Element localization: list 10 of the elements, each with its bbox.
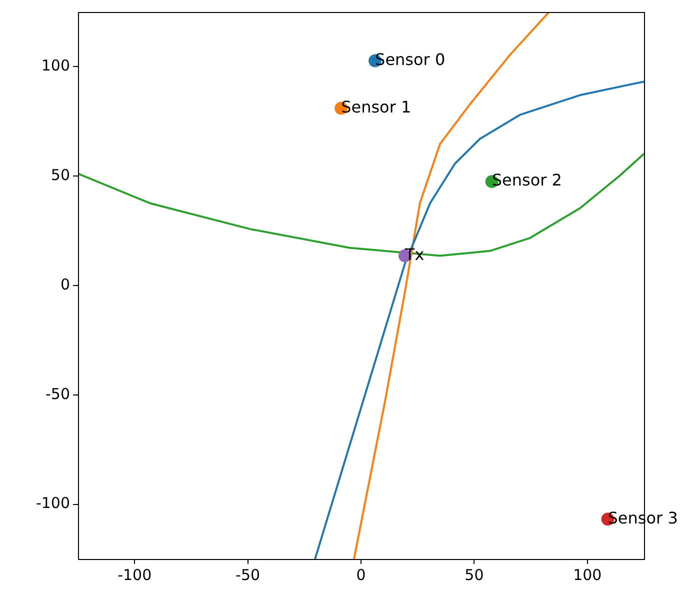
y-tick-label: -50	[46, 384, 70, 403]
x-tick-label: -50	[236, 566, 260, 584]
x-tick-label: 0	[356, 566, 366, 584]
x-tick-label: 50	[464, 566, 484, 584]
x-tick-label: -100	[118, 566, 152, 584]
y-tick-label: 0	[60, 275, 70, 294]
y-tick-label: 100	[41, 56, 70, 75]
y-tick-label: -100	[36, 494, 70, 512]
x-tick-label: 100	[573, 566, 602, 584]
y-tick-label: 50	[50, 166, 70, 184]
